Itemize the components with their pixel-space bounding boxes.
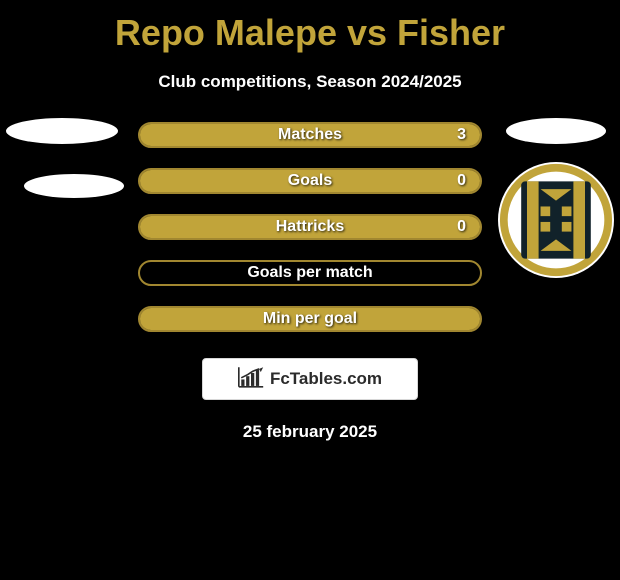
club-badge-icon: [498, 162, 614, 278]
stat-label: Min per goal: [263, 310, 357, 328]
subtitle: Club competitions, Season 2024/2025: [0, 72, 620, 92]
stat-bar: Min per goal: [138, 306, 482, 332]
page-title: Repo Malepe vs Fisher: [0, 0, 620, 54]
stat-bars: Matches 3 Goals 0 Hattricks 0 Goals per match M…: [138, 122, 482, 332]
stat-label: Goals: [288, 172, 332, 190]
date-text: 25 february 2025: [0, 422, 620, 442]
content-wrap: Matches 3 Goals 0 Hattricks 0 Goals per match M…: [0, 122, 620, 442]
placeholder-ellipse: [506, 118, 606, 144]
stat-label: Hattricks: [276, 218, 344, 236]
stat-value: 0: [457, 172, 466, 190]
stat-bar: Matches 3: [138, 122, 482, 148]
stat-bar: Goals 0: [138, 168, 482, 194]
brand-chart-icon: [238, 366, 264, 393]
stat-bar: Goals per match: [138, 260, 482, 286]
stat-value: 3: [457, 126, 466, 144]
brand-box[interactable]: FcTables.com: [202, 358, 418, 400]
placeholder-ellipse: [6, 118, 118, 144]
right-badge-area: [498, 118, 614, 278]
stat-bar: Hattricks 0: [138, 214, 482, 240]
stat-value: 0: [457, 218, 466, 236]
stat-label: Goals per match: [247, 264, 372, 282]
left-placeholder-group: [6, 118, 124, 198]
placeholder-ellipse: [24, 174, 124, 198]
stat-label: Matches: [278, 126, 342, 144]
brand-label: FcTables.com: [270, 369, 382, 389]
